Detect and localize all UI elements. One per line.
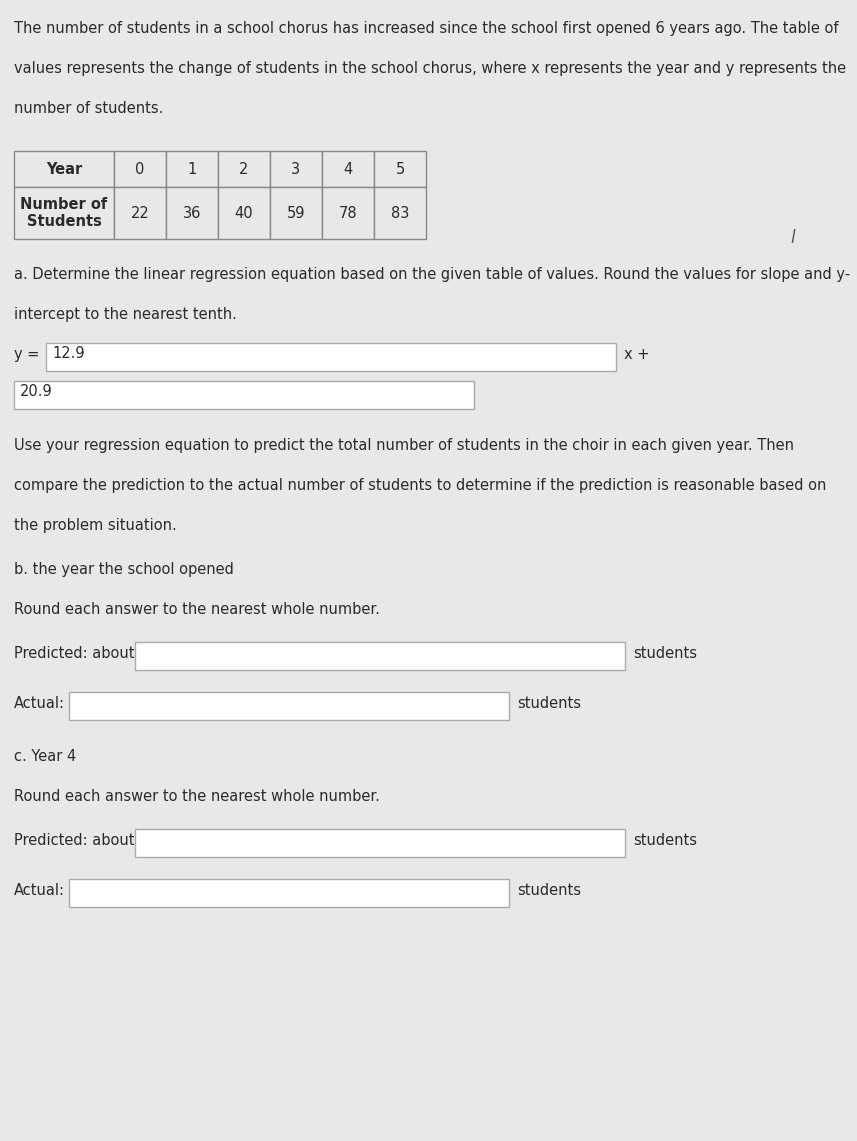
Bar xyxy=(218,187,270,238)
Text: 1: 1 xyxy=(188,162,196,177)
Text: The number of students in a school chorus has increased since the school first o: The number of students in a school choru… xyxy=(14,21,838,37)
Bar xyxy=(135,830,625,857)
Bar xyxy=(114,187,166,238)
Text: l: l xyxy=(790,229,794,246)
Text: 12.9: 12.9 xyxy=(52,346,85,361)
Text: Year: Year xyxy=(46,162,82,177)
Bar xyxy=(270,187,322,238)
Bar xyxy=(322,187,374,238)
Text: 2: 2 xyxy=(239,162,249,177)
Bar xyxy=(14,187,114,238)
Text: students: students xyxy=(633,646,697,661)
Text: number of students.: number of students. xyxy=(14,102,164,116)
Text: 83: 83 xyxy=(391,205,409,220)
Text: c. Year 4: c. Year 4 xyxy=(14,748,76,764)
Text: compare the prediction to the actual number of students to determine if the pred: compare the prediction to the actual num… xyxy=(14,478,826,493)
Text: Round each answer to the nearest whole number.: Round each answer to the nearest whole n… xyxy=(14,602,380,617)
Text: students: students xyxy=(517,696,581,711)
Bar xyxy=(46,343,616,371)
Bar xyxy=(166,187,218,238)
Bar xyxy=(166,151,218,187)
Bar xyxy=(374,187,426,238)
Text: y =: y = xyxy=(14,347,44,362)
Bar xyxy=(374,151,426,187)
Text: b. the year the school opened: b. the year the school opened xyxy=(14,563,234,577)
Bar xyxy=(135,642,625,670)
Text: students: students xyxy=(517,883,581,898)
Text: students: students xyxy=(633,833,697,848)
Text: Use your regression equation to predict the total number of students in the choi: Use your regression equation to predict … xyxy=(14,438,794,453)
Text: 36: 36 xyxy=(183,205,201,220)
Text: intercept to the nearest tenth.: intercept to the nearest tenth. xyxy=(14,307,237,322)
Bar xyxy=(14,381,474,408)
Text: Round each answer to the nearest whole number.: Round each answer to the nearest whole n… xyxy=(14,788,380,804)
Text: Number of
Students: Number of Students xyxy=(21,196,108,229)
Text: 59: 59 xyxy=(287,205,305,220)
Bar xyxy=(114,151,166,187)
Text: 3: 3 xyxy=(291,162,301,177)
Text: 22: 22 xyxy=(130,205,149,220)
Text: 5: 5 xyxy=(395,162,405,177)
Text: values represents the change of students in the school chorus, where x represent: values represents the change of students… xyxy=(14,60,846,76)
Text: x +: x + xyxy=(624,347,650,362)
Text: the problem situation.: the problem situation. xyxy=(14,518,177,533)
Text: Predicted: about: Predicted: about xyxy=(14,646,135,661)
Text: 0: 0 xyxy=(135,162,145,177)
Bar xyxy=(270,151,322,187)
Bar xyxy=(218,151,270,187)
Text: a. Determine the linear regression equation based on the given table of values. : a. Determine the linear regression equat… xyxy=(14,267,850,282)
Text: 78: 78 xyxy=(339,205,357,220)
Text: Actual:: Actual: xyxy=(14,883,65,898)
Bar xyxy=(14,151,114,187)
Bar xyxy=(69,691,509,720)
Text: Actual:: Actual: xyxy=(14,696,65,711)
Bar xyxy=(69,879,509,907)
Text: 20.9: 20.9 xyxy=(20,385,53,399)
Text: Predicted: about: Predicted: about xyxy=(14,833,135,848)
Text: 4: 4 xyxy=(344,162,352,177)
Text: 40: 40 xyxy=(235,205,254,220)
Bar xyxy=(322,151,374,187)
